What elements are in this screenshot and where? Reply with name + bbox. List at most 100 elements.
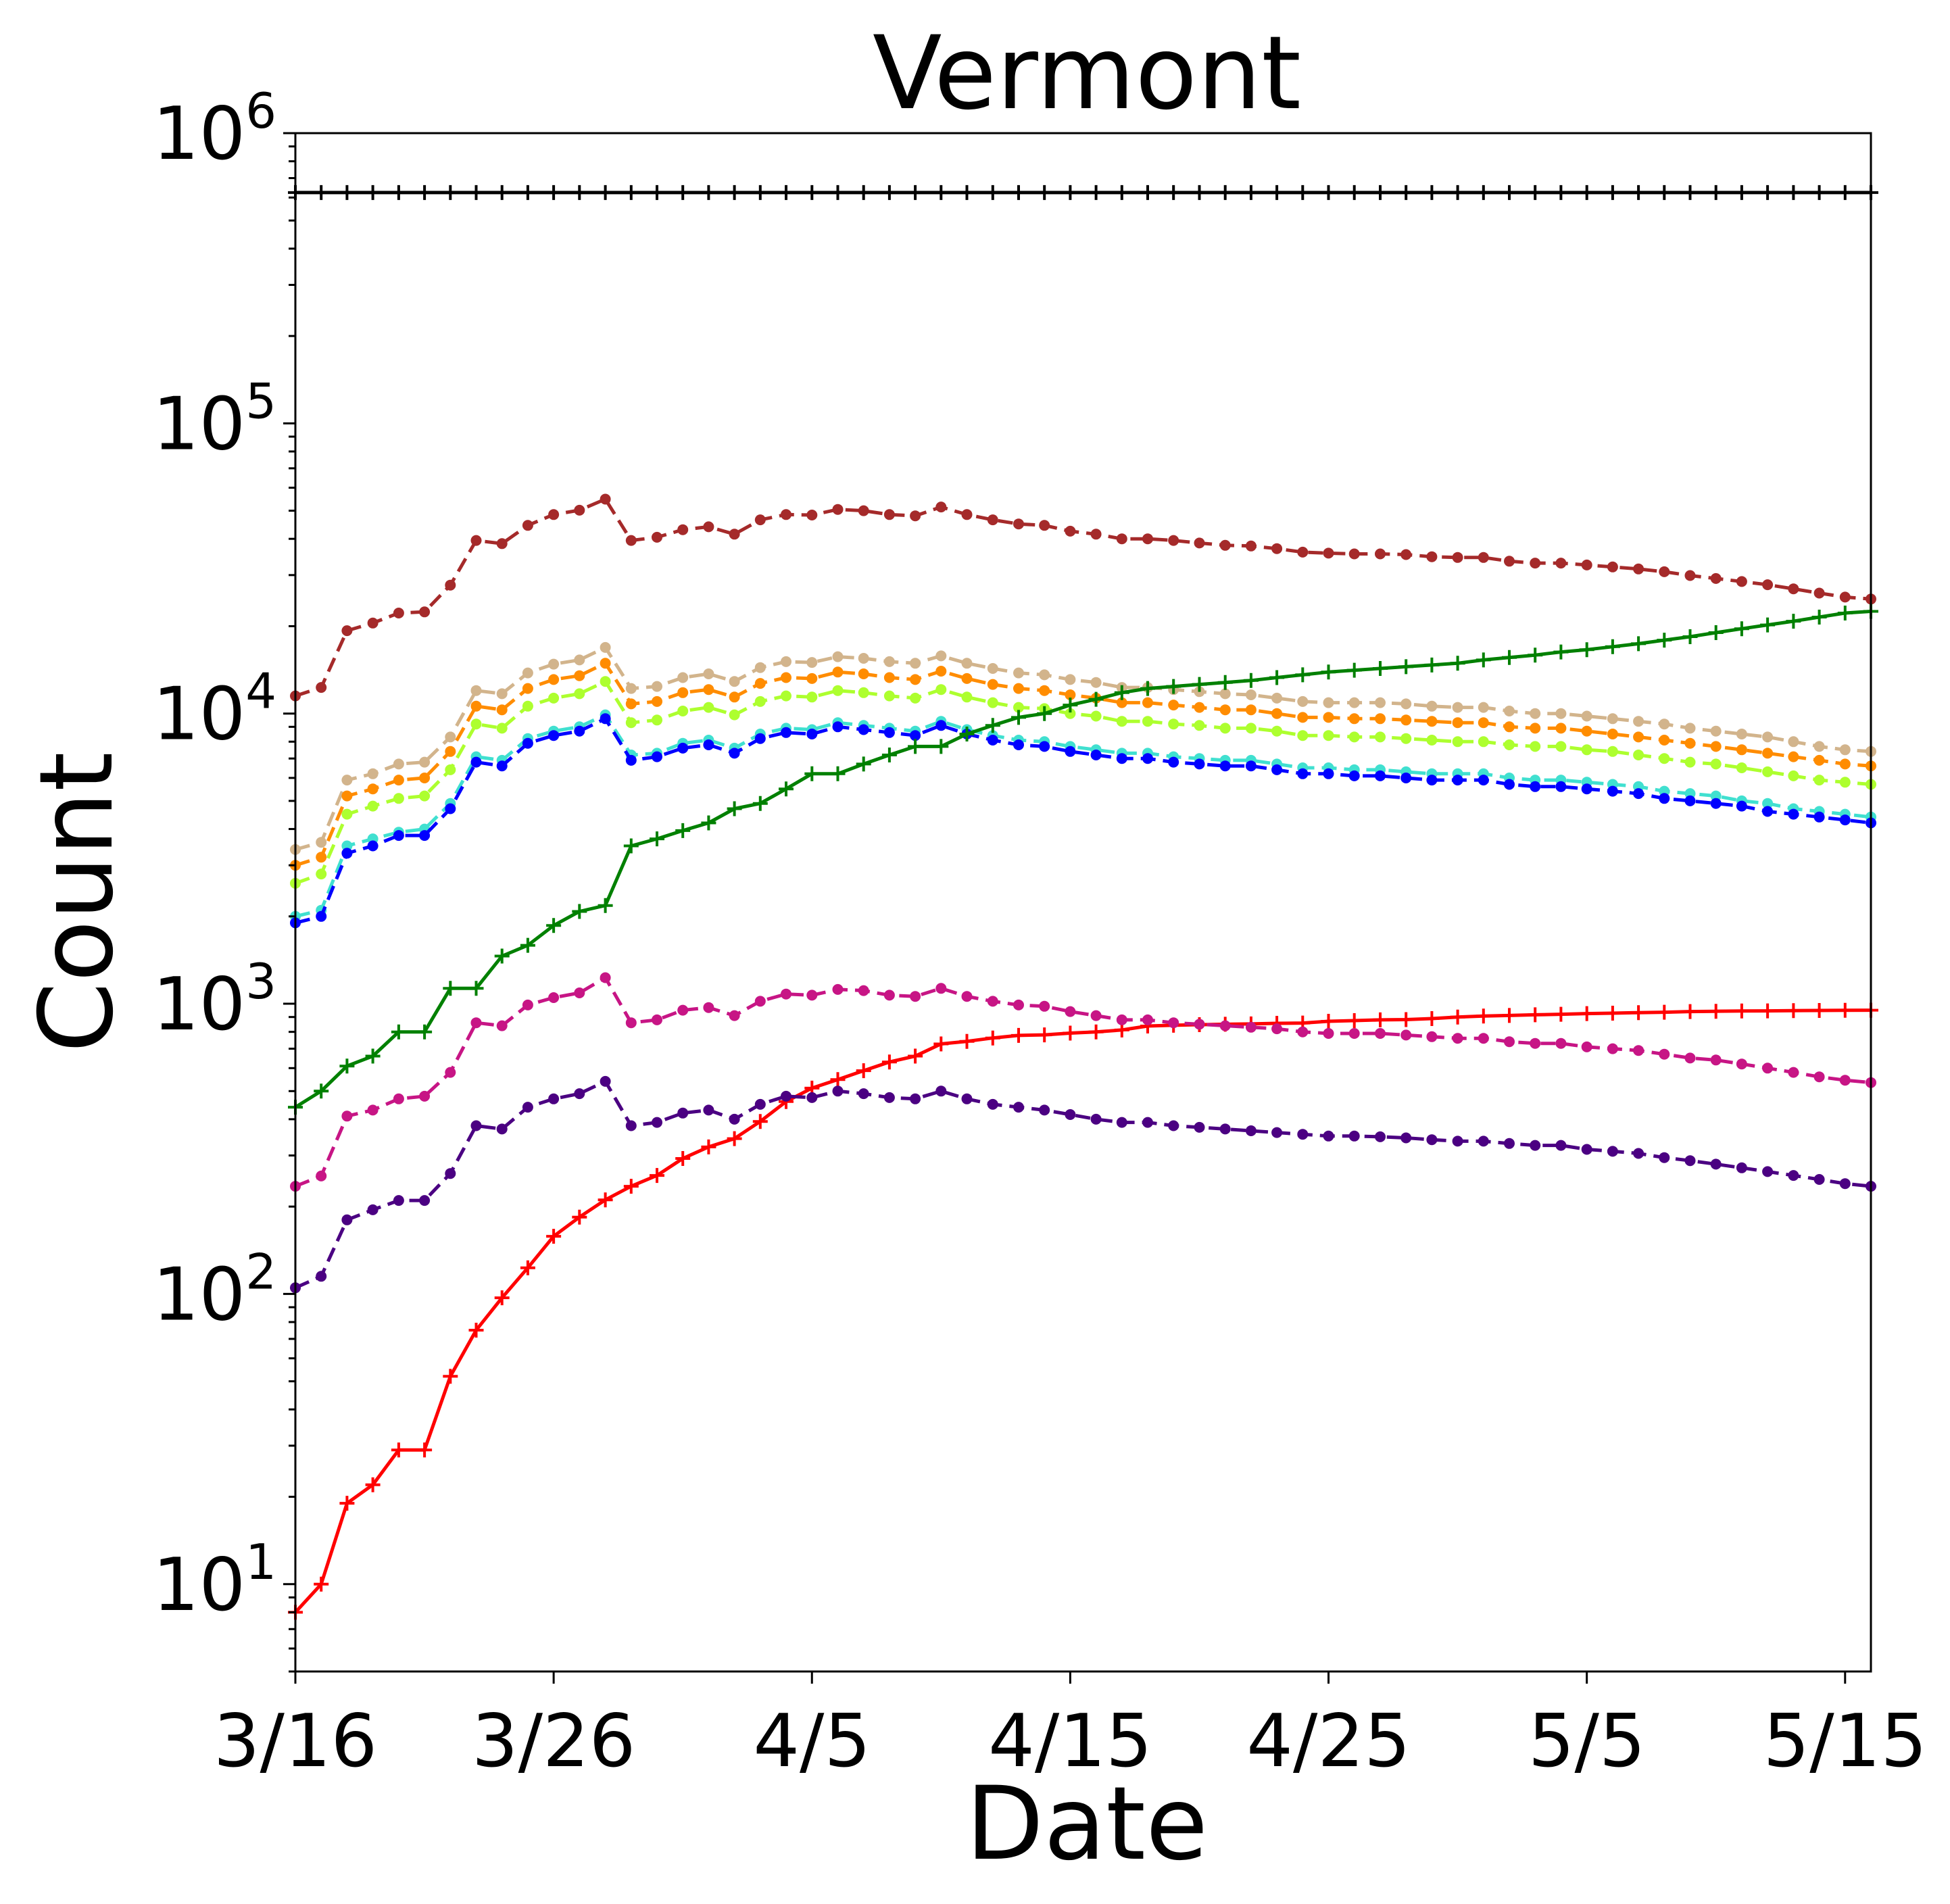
series-point bbox=[470, 1120, 482, 1131]
series-point bbox=[468, 185, 484, 200]
series-point bbox=[1219, 1123, 1231, 1135]
series-point bbox=[1400, 549, 1412, 560]
series-point bbox=[961, 691, 973, 703]
series-point bbox=[1245, 723, 1257, 734]
x-tick-label: 4/5 bbox=[753, 1699, 871, 1784]
series-point bbox=[1194, 702, 1205, 713]
series-point bbox=[1088, 691, 1104, 707]
series-point bbox=[391, 1442, 406, 1458]
series-point bbox=[1607, 746, 1618, 757]
series-point bbox=[1478, 1033, 1489, 1044]
series-point bbox=[1708, 185, 1724, 200]
series-point bbox=[1426, 551, 1438, 562]
series-0 bbox=[288, 185, 1878, 200]
series-2 bbox=[290, 641, 1876, 855]
series-point bbox=[1631, 636, 1647, 652]
series-point bbox=[832, 685, 844, 696]
series-point bbox=[1684, 723, 1696, 734]
series-point bbox=[650, 1168, 664, 1183]
series-point bbox=[1710, 1158, 1722, 1170]
series-point bbox=[1504, 779, 1515, 790]
series-point bbox=[1116, 533, 1127, 545]
series-point bbox=[367, 783, 379, 795]
series-point bbox=[1762, 731, 1774, 743]
series-point bbox=[548, 674, 560, 685]
series-point bbox=[677, 706, 689, 716]
series-point bbox=[1710, 790, 1722, 802]
series-point bbox=[1633, 1148, 1644, 1159]
series-point bbox=[781, 1090, 791, 1102]
series-point bbox=[1013, 739, 1024, 750]
series-point bbox=[470, 756, 482, 768]
series-point bbox=[1659, 566, 1670, 577]
series-point bbox=[1346, 1013, 1362, 1028]
series-point bbox=[625, 1017, 637, 1029]
series-point bbox=[1194, 1019, 1205, 1030]
series-point bbox=[652, 695, 662, 707]
series-point bbox=[1297, 546, 1309, 558]
series-point bbox=[830, 185, 846, 200]
x-axis-ticks: 3/16 3/26 4/5 4/15 4/25 5/5 5/15 bbox=[214, 1671, 1927, 1784]
x-tick-label: 3/26 bbox=[472, 1699, 636, 1784]
series-point bbox=[393, 830, 404, 841]
series-point bbox=[1839, 1178, 1851, 1190]
series-point bbox=[910, 1093, 921, 1104]
series-point bbox=[1710, 798, 1722, 809]
series-point bbox=[1168, 718, 1179, 730]
series-point bbox=[1194, 720, 1205, 731]
series-point bbox=[1811, 1003, 1827, 1018]
series-point bbox=[1530, 1038, 1541, 1049]
series-point bbox=[1811, 610, 1827, 625]
series-point bbox=[1271, 1127, 1283, 1138]
series-point bbox=[1839, 777, 1851, 788]
series-point bbox=[1684, 570, 1696, 581]
series-point bbox=[1450, 185, 1465, 200]
series-line bbox=[295, 645, 1872, 852]
series-point bbox=[572, 1209, 587, 1225]
series-point bbox=[1682, 185, 1698, 200]
series-point bbox=[1710, 725, 1722, 737]
series-line bbox=[295, 679, 1872, 885]
series-point bbox=[1736, 744, 1747, 756]
series-point bbox=[1013, 683, 1024, 694]
series-point bbox=[1813, 811, 1825, 823]
series-point bbox=[1090, 710, 1102, 722]
series-point bbox=[1398, 185, 1414, 200]
plot-lines bbox=[288, 185, 1878, 1620]
series-point bbox=[1375, 697, 1386, 708]
series-point bbox=[781, 509, 791, 520]
series-point bbox=[1400, 698, 1412, 710]
series-point bbox=[832, 504, 844, 515]
series-point bbox=[1065, 525, 1076, 537]
series-point bbox=[1090, 1113, 1102, 1125]
series-point bbox=[806, 729, 818, 739]
series-point bbox=[1478, 1136, 1489, 1147]
series-point bbox=[908, 185, 923, 200]
series-point bbox=[1142, 753, 1153, 764]
series-point bbox=[1553, 1006, 1569, 1022]
series-point bbox=[1271, 543, 1283, 554]
series-point bbox=[701, 1139, 716, 1154]
series-point bbox=[623, 838, 639, 854]
series-point bbox=[1452, 702, 1463, 713]
series-point bbox=[470, 700, 482, 712]
series-point bbox=[1194, 537, 1205, 549]
series-point bbox=[494, 948, 510, 964]
series-point bbox=[1478, 702, 1489, 713]
series-point bbox=[1659, 1048, 1670, 1060]
y-tick-exponent: 5 bbox=[245, 372, 276, 429]
series-line bbox=[295, 713, 1872, 919]
series-point bbox=[600, 641, 611, 653]
series-point bbox=[1555, 708, 1567, 719]
series-point bbox=[652, 681, 662, 692]
series-point bbox=[1530, 741, 1541, 752]
series-point bbox=[1424, 185, 1440, 200]
series-line bbox=[295, 661, 1872, 867]
series-point bbox=[574, 725, 585, 737]
series-point bbox=[341, 625, 353, 637]
series-point bbox=[1375, 1131, 1386, 1142]
series-point bbox=[1142, 533, 1153, 545]
series-point bbox=[468, 1323, 484, 1338]
series-point bbox=[1348, 1130, 1360, 1142]
series-point bbox=[961, 673, 973, 684]
